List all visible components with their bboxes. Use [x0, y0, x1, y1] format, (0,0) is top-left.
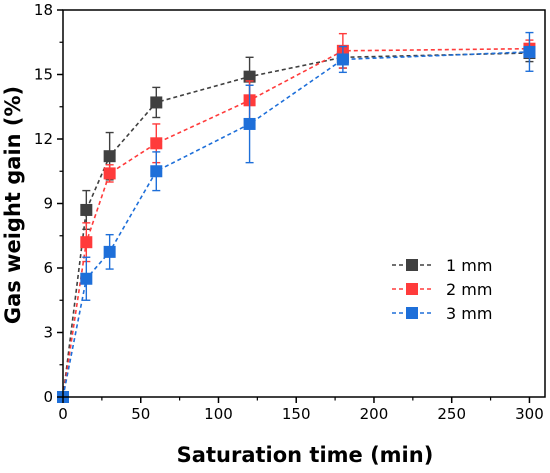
x-tick-label: 100: [204, 405, 233, 423]
legend-marker: [406, 259, 418, 271]
x-tick-label: 150: [282, 405, 311, 423]
x-tick-label: 50: [131, 405, 150, 423]
legend-marker: [406, 283, 418, 295]
y-tick-label: 9: [43, 195, 53, 213]
data-point: [103, 245, 116, 258]
data-point: [80, 236, 93, 249]
legend-label: 2 mm: [446, 280, 492, 299]
data-point: [150, 96, 163, 109]
plot-area: [57, 31, 536, 403]
x-tick-label: 200: [360, 405, 389, 423]
series-line: [62, 52, 530, 398]
x-tick-label: 300: [515, 405, 544, 423]
data-point: [103, 167, 116, 180]
legend-marker: [406, 307, 418, 319]
legend-item-1: 1 mm: [392, 256, 492, 275]
data-point: [80, 272, 93, 285]
y-tick-label: 18: [34, 1, 53, 19]
data-point: [336, 53, 349, 66]
x-tick-label: 250: [437, 405, 466, 423]
y-tick-label: 15: [34, 66, 53, 84]
x-axis-title: Saturation time (min): [177, 443, 434, 467]
axes: 0 50 100 150 200 250 300 0 3 6 9 12 15 18: [34, 1, 546, 423]
legend-label: 1 mm: [446, 256, 492, 275]
y-tick-label: 3: [43, 324, 53, 342]
y-axis-title: Gas weight gain (%): [1, 86, 25, 324]
series-3: [57, 31, 536, 403]
legend-item-2: 2 mm: [392, 280, 492, 299]
series-line: [62, 51, 530, 398]
data-point: [103, 150, 116, 163]
legend: 1 mm 2 mm 3 mm: [392, 256, 492, 323]
data-point: [243, 117, 256, 130]
data-point: [150, 165, 163, 178]
y-tick-label: 12: [34, 130, 53, 148]
legend-item-3: 3 mm: [392, 304, 492, 323]
data-point: [80, 203, 93, 216]
plot-frame: [62, 9, 546, 398]
y-tick-label: 0: [43, 388, 53, 406]
x-tick-label: 0: [58, 405, 68, 423]
series-2: [57, 32, 536, 403]
series-1: [57, 43, 536, 403]
data-point: [243, 70, 256, 83]
data-point: [523, 45, 536, 58]
legend-label: 3 mm: [446, 304, 492, 323]
y-tick-label: 6: [43, 259, 53, 277]
data-point: [150, 137, 163, 150]
series-line: [62, 47, 530, 398]
